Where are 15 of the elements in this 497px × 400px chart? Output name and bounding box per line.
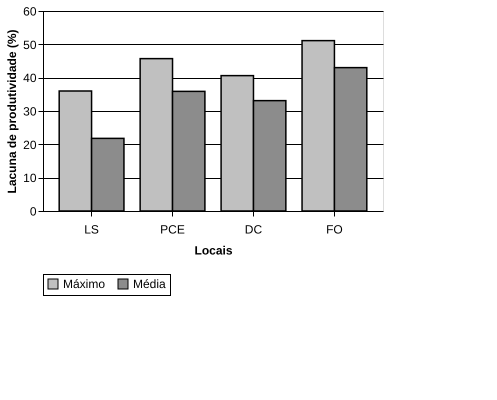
x-axis-title: Locais: [194, 244, 233, 258]
x-tick-label: LS: [84, 222, 99, 236]
y-tick-label: 40: [23, 71, 37, 86]
x-tick-label: PCE: [160, 222, 185, 236]
x-tick-label: DC: [244, 222, 262, 236]
legend-label: Máximo: [63, 277, 106, 291]
y-tick-label: 20: [23, 138, 37, 152]
y-tick-label: 10: [23, 171, 37, 186]
y-axis-title: Lacuna de produtividade (%): [5, 29, 20, 194]
y-tick-label: 50: [23, 38, 37, 52]
y-tick-label: 30: [23, 104, 37, 118]
x-tick-label: FO: [326, 222, 343, 236]
legend-label: Média: [133, 277, 166, 291]
y-tick-label: 60: [23, 4, 37, 18]
y-tick-label: 0: [30, 204, 37, 218]
